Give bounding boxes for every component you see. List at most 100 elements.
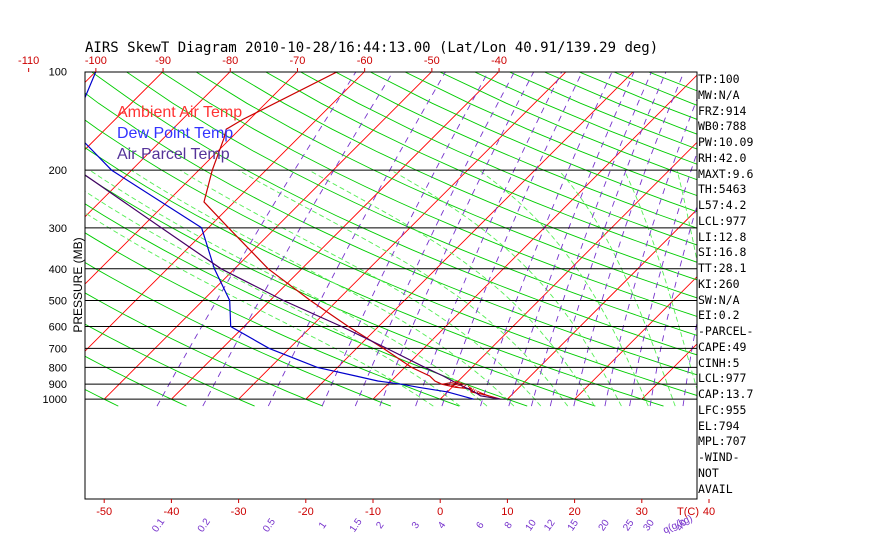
pressure-tick-label: 800: [49, 362, 67, 374]
cape-hatch: [470, 387, 473, 391]
moist-adiabat-line: [478, 169, 649, 407]
index-item: CAP:13.7: [698, 387, 754, 401]
index-item: WB0:788: [698, 119, 747, 134]
pressure-tick-label: 900: [49, 379, 67, 391]
cape-hatch: [476, 390, 479, 394]
legend-ambient-air-temp: Ambient Air Temp: [117, 104, 242, 121]
index-item: AVAIL: [698, 481, 733, 496]
moist-adiabat-line: [676, 169, 697, 263]
mixing-ratio-tick-label: 2: [374, 520, 386, 531]
isotherm-line: [171, 72, 500, 400]
dry-adiabat-line: [334, 72, 697, 229]
dry-adiabat-line: [369, 72, 697, 213]
bottom-temp-tick-label: -50: [96, 506, 112, 518]
isotherm-line: [85, 72, 298, 285]
mixing-ratio-line: [573, 72, 685, 407]
isotherm-line: [305, 72, 634, 400]
dry-adiabat-line: [125, 72, 697, 336]
cape-hatch: [453, 383, 465, 388]
pressure-tick-label: 1000: [43, 394, 67, 406]
mixing-ratio-tick-label: 0.5: [261, 516, 278, 534]
mixing-ratio-line: [354, 72, 515, 407]
mixing-ratio-line: [415, 72, 563, 407]
index-item: SI:16.8: [698, 245, 747, 260]
dry-adiabat-line: [299, 72, 697, 246]
mixing-ratio-tick-label: 30: [641, 517, 657, 533]
legend-dew-point-temp: Dew Point Temp: [117, 125, 233, 142]
index-item: KI:260: [698, 276, 740, 291]
top-temp-tick-label: -50: [424, 55, 440, 67]
index-item: L57:4.2: [698, 198, 747, 212]
chart-title: AIRS SkewT Diagram 2010-10-28/16:44:13.0…: [85, 40, 658, 56]
temp-unit-label: T(C): [677, 506, 699, 518]
index-item: -WIND-: [698, 450, 740, 464]
cape-hatch: [477, 390, 483, 395]
dry-adiabat-line: [85, 355, 187, 407]
mixing-ratio-line: [156, 72, 357, 407]
cape-hatch: [467, 385, 471, 390]
index-item: EI:0.2: [698, 308, 740, 323]
mixing-ratio-line: [480, 72, 613, 407]
isotherm-line: [85, 72, 164, 151]
index-item: LI:12.8: [698, 229, 747, 244]
dry-adiabat-line: [85, 92, 697, 376]
index-item: PW:10.09: [698, 135, 754, 149]
index-item: RH:42.0: [698, 150, 747, 165]
moist-adiabat-line: [179, 169, 542, 407]
isotherm-line: [507, 208, 697, 400]
dry-adiabat-line: [230, 72, 697, 281]
mixing-ratio-tick-label: 10: [524, 517, 540, 533]
top-temp-tick-label: -80: [222, 55, 238, 67]
mixing-ratio-line: [530, 72, 652, 407]
dry-adiabat-line: [85, 323, 255, 407]
index-item: TH:5463: [698, 182, 747, 197]
mixing-ratio-tick-label: 0.2: [196, 516, 213, 534]
mixing-ratio-tick-label: 15: [566, 517, 582, 533]
mixing-ratio-line: [441, 72, 583, 407]
isotherm-line: [574, 276, 697, 400]
index-item: CINH:5: [698, 355, 740, 370]
dry-adiabat-line: [0, 72, 50, 407]
isotherm-line: [372, 74, 697, 400]
mixing-ratio-line: [629, 151, 697, 407]
pressure-tick-label: 600: [49, 321, 67, 333]
plot-frame: [84, 71, 698, 500]
cape-hatch: [441, 380, 459, 385]
index-item: CAPE:49: [698, 339, 747, 354]
dry-adiabat-line: [160, 72, 697, 317]
index-item: MW:N/A: [698, 87, 740, 102]
index-item: MPL:707: [698, 434, 747, 449]
index-item: LCL:977: [698, 371, 747, 386]
stability-indices-list: TP:100 MW:N/A FRZ:914 WB0:788 PW:10.09 RH:42.…: [698, 72, 858, 497]
dry-adiabat-line: [85, 119, 697, 396]
bottom-temp-tick-label: -20: [298, 506, 314, 518]
pressure-tick-label: 400: [49, 264, 67, 276]
cape-hatch: [470, 388, 475, 392]
mixing-ratio-tick-label: 6: [474, 520, 486, 531]
bottom-temp-tick-label: -10: [365, 506, 381, 518]
bottom-temp-tick-label: 20: [568, 506, 580, 518]
dry-adiabat-line: [85, 389, 119, 407]
moist-adiabat-line: [558, 169, 676, 407]
cape-hatch: [449, 382, 463, 387]
legend-air-parcel-temp: Air Parcel Temp: [117, 146, 230, 163]
index-item: -PARCEL-: [698, 324, 754, 338]
mixing-ratio-tick-label: 20: [597, 517, 613, 533]
index-item: LCL:977: [698, 213, 747, 228]
y-axis-label: PRESSURE (MB): [71, 237, 85, 332]
top-temp-tick-label: -90: [155, 55, 171, 67]
dry-adiabat-line: [85, 146, 664, 407]
mixing-ratio-tick-label: 4: [436, 520, 448, 531]
mixing-ratio-tick-label: 25: [621, 517, 637, 533]
cape-hatch: [445, 381, 461, 386]
mixing-ratio-lines: [156, 72, 697, 407]
isotherm-line: [85, 72, 365, 352]
index-item: TP:100: [698, 72, 740, 86]
index-item: NOT: [698, 465, 719, 480]
mixing-ratio-tick-label: 1: [317, 520, 329, 531]
pressure-tick-label: 500: [49, 296, 67, 308]
index-item: TT:28.1: [698, 261, 747, 275]
isotherm-line: [641, 343, 697, 400]
mixing-ratio-tick-label: 12: [542, 517, 558, 533]
mixing-ratio-tick-label: 0.1: [150, 516, 167, 534]
